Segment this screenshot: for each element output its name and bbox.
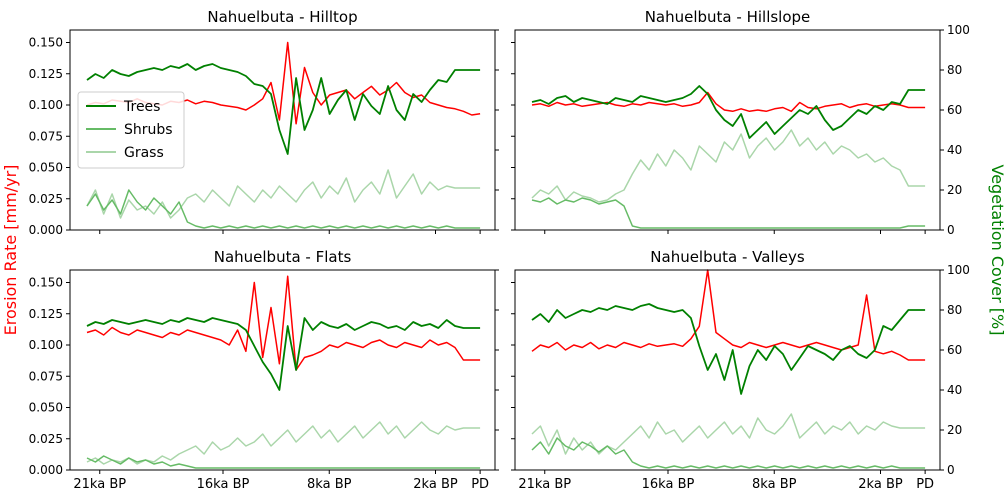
chart-panel-3: 0.000 0.025 0.050 0.075 0.100 0.125 0.150 21ka … — [29, 248, 499, 492]
left-tick-label: 0.025 — [29, 432, 63, 446]
x-tick-label: 16ka BP — [642, 477, 695, 492]
series-shrubs — [531, 197, 926, 229]
right-tick-label: 80 — [947, 63, 962, 77]
x-tick-label: 21ka BP — [73, 477, 126, 492]
series-shrubs — [86, 189, 481, 229]
chart-panel-1: 0.000 0.025 0.050 0.075 0.100 0.125 0.150 Nahue… — [29, 8, 499, 237]
right-tick-label: 60 — [947, 343, 962, 357]
left-tick-label: 0.075 — [29, 129, 63, 143]
panel-title: Nahuelbuta - Hillslope — [645, 8, 811, 26]
legend-label-grass: Grass — [124, 145, 164, 161]
plot-frame — [514, 269, 941, 471]
series-trees — [531, 303, 926, 395]
chart-panel-4: 0 20 40 60 80 100 21ka BP 16ka BP 8ka BP 2ka BP PD… — [511, 248, 970, 492]
right-tick-label: 60 — [947, 103, 962, 117]
left-tick-label: 0.125 — [29, 307, 63, 321]
x-tick-label: 8ka BP — [752, 477, 797, 492]
panel-title: Nahuelbuta - Valleys — [650, 248, 805, 266]
x-tick-label: PD — [471, 477, 489, 492]
legend-label-trees: Trees — [123, 99, 160, 115]
x-tick-label: PD — [916, 477, 934, 492]
series-erosion — [86, 275, 481, 371]
series-trees — [86, 317, 481, 391]
series-erosion — [531, 91, 926, 113]
right-tick-label: 40 — [947, 143, 962, 157]
series-grass — [531, 413, 926, 455]
series-erosion — [531, 269, 926, 361]
series-grass — [531, 129, 926, 203]
x-tick-label: 2ka BP — [413, 477, 458, 492]
right-tick-label: 40 — [947, 383, 962, 397]
plot-frame — [69, 29, 496, 231]
legend: Trees Shrubs Grass — [77, 91, 185, 169]
legend-label-shrubs: Shrubs — [124, 122, 173, 138]
left-tick-label: 0.100 — [29, 338, 63, 352]
left-tick-label: 0.000 — [29, 223, 63, 237]
left-tick-label: 0.050 — [29, 161, 63, 175]
series-shrubs — [86, 455, 481, 469]
left-tick-label: 0.025 — [29, 192, 63, 206]
chart-panel-2: 0 20 40 60 80 100 Nahuelbuta - Hillslope — [511, 8, 970, 237]
series-grass — [86, 169, 481, 219]
right-tick-label: 100 — [947, 23, 970, 37]
right-axis-label: Vegetation Cover [%] — [988, 165, 1007, 336]
left-axis-label: Erosion Rate [mm/yr] — [1, 165, 20, 336]
x-tick-label: 8ka BP — [307, 477, 352, 492]
plot-frame — [69, 269, 496, 471]
series-grass — [86, 421, 481, 465]
x-tick-label: 21ka BP — [518, 477, 571, 492]
series-shrubs — [531, 437, 926, 469]
panel-title: Nahuelbuta - Hilltop — [207, 8, 357, 26]
left-tick-label: 0.100 — [29, 98, 63, 112]
left-tick-label: 0.050 — [29, 401, 63, 415]
left-tick-label: 0.150 — [29, 36, 63, 50]
left-tick-label: 0.150 — [29, 276, 63, 290]
right-tick-label: 20 — [947, 183, 962, 197]
x-tick-label: 16ka BP — [197, 477, 250, 492]
panels: 0.000 0.025 0.050 0.075 0.100 0.125 0.150 Nahue… — [29, 8, 970, 492]
right-tick-label: 0 — [947, 463, 955, 477]
series-trees — [531, 85, 926, 139]
panel-title: Nahuelbuta - Flats — [214, 248, 352, 266]
legend-box — [77, 91, 185, 169]
right-tick-label: 0 — [947, 223, 955, 237]
left-tick-label: 0.075 — [29, 369, 63, 383]
x-tick-label: 2ka BP — [858, 477, 903, 492]
right-tick-label: 80 — [947, 303, 962, 317]
left-tick-label: 0.000 — [29, 463, 63, 477]
left-tick-label: 0.125 — [29, 67, 63, 81]
plot-frame — [514, 29, 941, 231]
series-trees — [86, 63, 481, 155]
right-tick-label: 100 — [947, 263, 970, 277]
right-tick-label: 20 — [947, 423, 962, 437]
